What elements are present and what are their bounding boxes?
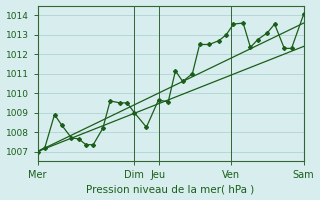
X-axis label: Pression niveau de la mer( hPa ): Pression niveau de la mer( hPa ) bbox=[86, 184, 255, 194]
